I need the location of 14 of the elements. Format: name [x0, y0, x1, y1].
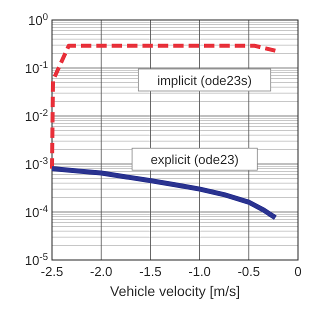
- y-tick-label: 10$^{-4}$: [24, 204, 49, 220]
- x-tick-label: -1.5: [139, 264, 162, 279]
- y-tick-label: 10$^{-1}$: [24, 60, 48, 76]
- y-tick-label: 10$^{0}$: [28, 12, 49, 28]
- y-tick-label: 10$^{-2}$: [24, 108, 48, 124]
- line-series: [50, 44, 278, 171]
- series-label: explicit (ode23): [150, 152, 239, 168]
- x-axis-title: Vehicle velocity [m/s]: [110, 283, 240, 299]
- y-tick-label: 10$^{-3}$: [24, 156, 48, 172]
- text: implicit (ode23s): [157, 73, 252, 88]
- x-tick-label: -0.5: [238, 264, 260, 279]
- x-tick-label: -1.0: [188, 264, 211, 279]
- x-tick-label: -2.0: [90, 264, 112, 279]
- x-tick-label: 0: [294, 264, 302, 279]
